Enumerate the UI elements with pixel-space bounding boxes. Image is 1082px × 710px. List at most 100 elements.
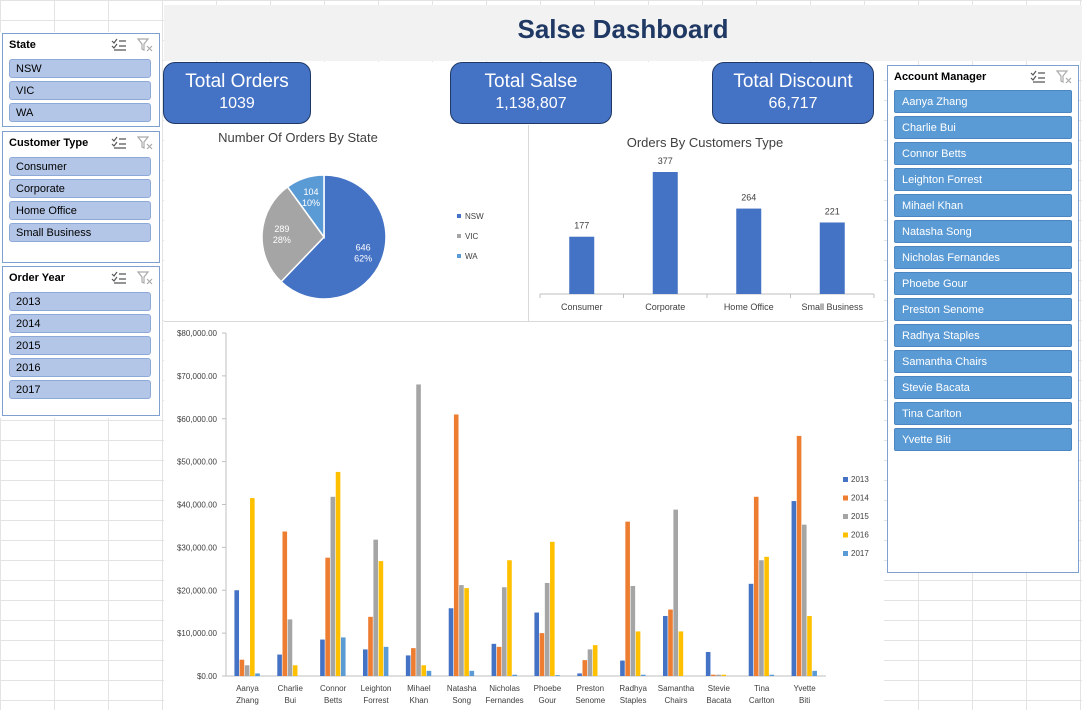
slicer-item-2017[interactable]: 2017 (9, 380, 151, 399)
x-tick-label: Stevie (708, 684, 731, 693)
clear-filter-icon[interactable] (1056, 70, 1072, 84)
y-tick-label: $80,000.00 (177, 329, 218, 338)
slicer-customer-type: Customer Type Consumer Corporate Home Of… (2, 131, 160, 263)
pie-slice-nsw (280, 174, 387, 300)
legend-label: 2017 (851, 549, 869, 558)
pie-percent-label: 28% (273, 235, 291, 245)
bar-data-label: 377 (658, 156, 673, 166)
x-tick-label: Bacata (706, 696, 731, 705)
x-tick-label: Forrest (363, 696, 389, 705)
slicer-item-tina-carlton[interactable]: Tina Carlton (894, 402, 1072, 425)
slicer-item-aanya-zhang[interactable]: Aanya Zhang (894, 90, 1072, 113)
y-tick-label: $60,000.00 (177, 415, 218, 424)
slicer-item-consumer[interactable]: Consumer (9, 157, 151, 176)
pie-slice-wa (286, 174, 325, 240)
slicer-item-preston-senome[interactable]: Preston Senome (894, 298, 1072, 321)
pie-percent-label: 10% (302, 198, 320, 208)
bar-natasha-song-2017 (469, 670, 475, 676)
x-tick-label: Khan (410, 696, 429, 705)
slicer-item-2014[interactable]: 2014 (9, 314, 151, 333)
slicer-item-vic[interactable]: VIC (9, 81, 151, 100)
bar-tina-carlton-2013 (748, 583, 754, 676)
bar-connor-betts-2013 (320, 639, 325, 676)
bar-connor-betts-2014 (325, 557, 330, 676)
bar-preston-senome-2016 (592, 645, 598, 676)
slicer-item-2016[interactable]: 2016 (9, 358, 151, 377)
pie-legend-label: VIC (465, 232, 479, 241)
bar-corporate (652, 172, 678, 294)
bar-connor-betts-2015 (330, 496, 336, 676)
slicer-item-home-office[interactable]: Home Office (9, 201, 151, 220)
pie-chart-title: Number Of Orders By State (218, 130, 378, 145)
x-tick-label: Charlie (278, 684, 304, 693)
kpi-value: 1,138,807 (495, 95, 567, 112)
slicer-item-2015[interactable]: 2015 (9, 336, 151, 355)
bar-leighton-forrest-2017 (383, 646, 389, 676)
y-tick-label: $0.00 (197, 672, 218, 681)
clear-filter-icon[interactable] (137, 136, 153, 150)
slicer-item-leighton-forrest[interactable]: Leighton Forrest (894, 168, 1072, 191)
multi-select-icon[interactable] (111, 271, 127, 285)
slicer-item-wa[interactable]: WA (9, 103, 151, 122)
bar-stevie-bacata-2013 (705, 651, 711, 676)
slicer-item-corporate[interactable]: Corporate (9, 179, 151, 198)
slicer-item-nsw[interactable]: NSW (9, 59, 151, 78)
bar-mihael-khan-2016 (421, 665, 427, 676)
bar-aanya-zhang-2015 (244, 665, 250, 676)
bar-aanya-zhang-2014 (239, 659, 245, 676)
slicer-header: Order Year (3, 267, 159, 289)
bar-leighton-forrest-2013 (363, 649, 368, 676)
multi-select-icon[interactable] (111, 136, 127, 150)
slicer-item-connor-betts[interactable]: Connor Betts (894, 142, 1072, 165)
x-tick-label: Radhya (619, 684, 647, 693)
slicer-item-small-business[interactable]: Small Business (9, 223, 151, 242)
bar-natasha-song-2013 (448, 608, 454, 676)
legend-label: 2014 (851, 494, 869, 503)
slicer-title: Account Manager (894, 71, 987, 83)
bar-radhya-staples-2014 (625, 521, 630, 676)
bar-yvette-biti-2015 (801, 524, 807, 676)
bar-stevie-bacata-2015 (716, 674, 721, 676)
clear-filter-icon[interactable] (137, 38, 153, 52)
slicer-account-manager: Account Manager Aanya Zhang Charlie Bui Co… (887, 65, 1079, 573)
legend-label: 2015 (851, 512, 869, 521)
multi-select-icon[interactable] (111, 38, 127, 52)
slicer-item-yvette-biti[interactable]: Yvette Biti (894, 428, 1072, 451)
bar-data-label: 264 (741, 193, 756, 203)
bar-preston-senome-2014 (582, 660, 588, 676)
bar-radhya-staples-2017 (640, 674, 646, 676)
bar-natasha-song-2015 (459, 585, 464, 676)
kpi-total-orders: Total Orders 1039 (163, 62, 311, 124)
bar-stevie-bacata-2016 (721, 674, 727, 676)
bar-tina-carlton-2015 (759, 560, 764, 676)
slicer-item-phoebe-gour[interactable]: Phoebe Gour (894, 272, 1072, 295)
pie-legend-label: NSW (465, 212, 484, 221)
bar-preston-senome-2013 (577, 673, 582, 676)
bar-samantha-chairs-2015 (673, 509, 678, 676)
bar-natasha-song-2014 (453, 414, 459, 676)
slicer-item-radhya-staples[interactable]: Radhya Staples (894, 324, 1072, 347)
multi-select-icon[interactable] (1030, 70, 1046, 84)
x-tick-label: Biti (799, 696, 810, 705)
pie-value-label: 104 (303, 187, 318, 197)
bar-small-business (819, 222, 845, 294)
x-tick-label: Carlton (749, 696, 775, 705)
bar-samantha-chairs-2014 (668, 609, 673, 676)
account-manager-list: Aanya Zhang Charlie Bui Connor Betts Leight… (888, 90, 1078, 451)
x-tick-label: Tina (754, 684, 770, 693)
clear-filter-icon[interactable] (137, 271, 153, 285)
slicer-item-nicholas-fernandes[interactable]: Nicholas Fernandes (894, 246, 1072, 269)
slicer-item-natasha-song[interactable]: Natasha Song (894, 220, 1072, 243)
slicer-title: Order Year (9, 272, 66, 284)
y-tick-label: $40,000.00 (177, 501, 218, 510)
kpi-value: 66,717 (768, 95, 818, 112)
slicer-item-samantha-chairs[interactable]: Samantha Chairs (894, 350, 1072, 373)
slicer-item-2013[interactable]: 2013 (9, 292, 151, 311)
slicer-item-stevie-bacata[interactable]: Stevie Bacata (894, 376, 1072, 399)
bar-leighton-forrest-2014 (368, 616, 373, 676)
slicer-item-mihael-khan[interactable]: Mihael Khan (894, 194, 1072, 217)
slicer-item-charlie-bui[interactable]: Charlie Bui (894, 116, 1072, 139)
title-band (164, 5, 1082, 61)
bar-nicholas-fernandes-2016 (507, 560, 512, 676)
x-tick-label: Gour (539, 696, 557, 705)
